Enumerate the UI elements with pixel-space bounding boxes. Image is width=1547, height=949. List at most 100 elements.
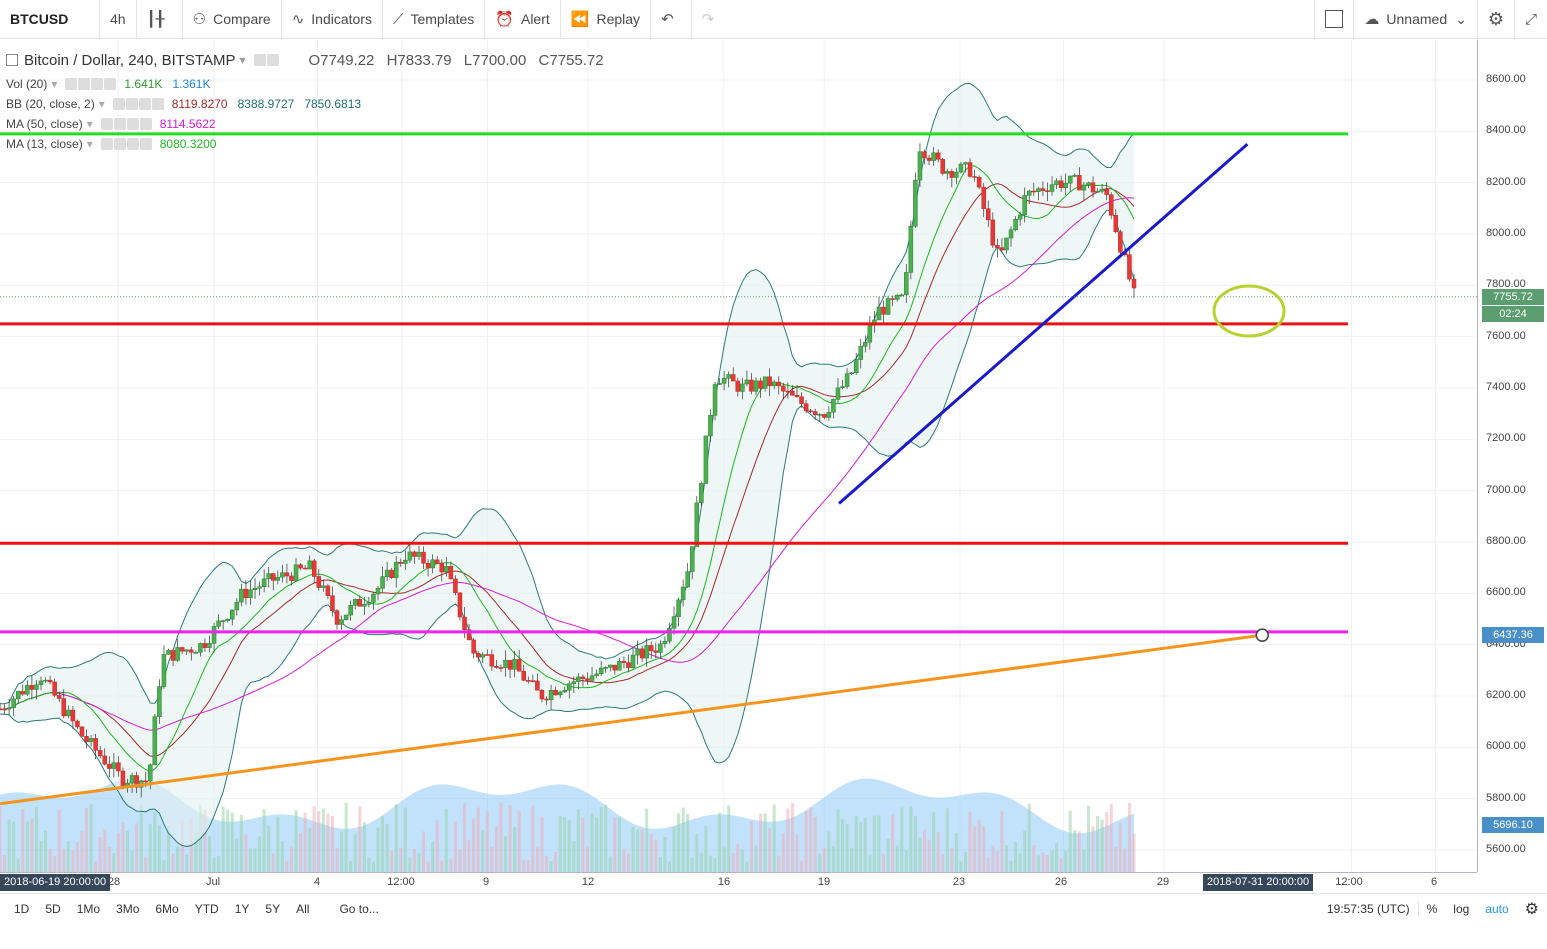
price-label: 7200.00 <box>1486 432 1526 445</box>
volume-bar <box>1100 819 1104 872</box>
candle-body <box>175 647 180 661</box>
volume-bar <box>645 808 649 872</box>
indicator-legend-row[interactable]: BB (20, close, 2) ▾ 8119.8270 8388.9727 7850… <box>6 94 604 114</box>
candle-body <box>844 373 850 387</box>
range-button-3mo[interactable]: 3Mo <box>116 902 140 916</box>
volume-bar <box>367 857 371 872</box>
indicator-controls[interactable] <box>112 98 164 110</box>
candle-body <box>762 376 768 389</box>
candle-body <box>917 151 923 181</box>
candle-body <box>676 599 681 617</box>
range-button-5y[interactable]: 5Y <box>265 902 281 916</box>
indicator-legend-row[interactable]: Vol (20) ▾ 1.641K 1.361K <box>6 74 604 94</box>
volume-bar <box>986 857 990 872</box>
layout-button[interactable]: ☁ Unnamed ⌄ <box>1354 0 1478 38</box>
volume-bar <box>781 832 785 872</box>
time-label: 12 <box>581 876 595 888</box>
candle-body <box>935 152 941 160</box>
candle-body <box>885 298 891 315</box>
auto-toggle[interactable]: auto <box>1485 902 1509 916</box>
utc-clock[interactable]: 19:57:35 (UTC) <box>1319 902 1419 916</box>
range-button-1mo[interactable]: 1Mo <box>76 902 101 916</box>
indicator-dropdown-icon[interactable]: ▾ <box>86 117 93 131</box>
candle-body <box>881 306 886 315</box>
scale-settings-button[interactable]: ⚙ <box>1517 899 1547 919</box>
candle-body <box>548 689 554 700</box>
volume-bar <box>504 836 508 872</box>
goto-button[interactable]: Go to... <box>339 902 379 916</box>
candle-body <box>485 654 490 656</box>
volume-bar <box>371 861 375 872</box>
alert-button[interactable]: ⏰ Alert <box>485 0 561 38</box>
candle-body <box>1040 188 1046 191</box>
candle-body <box>61 698 67 717</box>
legend-dropdown-icon[interactable]: ▾ <box>239 53 246 67</box>
volume-bar <box>289 846 293 872</box>
volume-bar <box>686 813 690 872</box>
indicators-button[interactable]: ∿ Indicators <box>282 0 383 38</box>
volume-bar <box>1086 805 1090 872</box>
candle-body <box>316 576 322 588</box>
replay-button[interactable]: ⏪ Replay <box>561 0 652 38</box>
volume-bar <box>467 839 471 872</box>
candle-body <box>712 384 718 416</box>
candle-body <box>494 665 499 668</box>
chart-type-button[interactable]: ┃╂ <box>137 0 183 38</box>
price-scale[interactable]: 8600.00 8400.00 8200.00 8000.00 7800.00 7600.… <box>1477 40 1547 872</box>
log-toggle[interactable]: log <box>1453 902 1470 916</box>
indicator-dropdown-icon[interactable]: ▾ <box>51 77 58 91</box>
candle-body <box>293 564 299 581</box>
redo-button[interactable]: ↷ <box>692 0 732 38</box>
volume-bar <box>299 833 303 872</box>
collapse-legend-icon[interactable] <box>6 54 18 66</box>
legend-controls[interactable] <box>253 54 279 66</box>
undo-button[interactable]: ↶ <box>651 0 692 38</box>
price-chart[interactable] <box>0 40 1477 872</box>
range-button-6mo[interactable]: 6Mo <box>155 902 179 916</box>
range-button-5d[interactable]: 5D <box>45 902 61 916</box>
indicator-dropdown-icon[interactable]: ▾ <box>86 137 93 151</box>
volume-bar <box>253 848 257 872</box>
candle-body <box>945 171 950 174</box>
candle-body <box>120 770 126 786</box>
candle-body <box>512 659 517 670</box>
compare-button[interactable]: ⚇ Compare <box>183 0 282 38</box>
range-button-1d[interactable]: 1D <box>14 902 30 916</box>
indicator-legend-row[interactable]: MA (13, close) ▾ 8080.3200 <box>6 134 604 154</box>
volume-bar <box>941 853 945 872</box>
indicator-dropdown-icon[interactable]: ▾ <box>98 97 105 111</box>
indicator-controls[interactable] <box>100 118 152 130</box>
volume-bar <box>977 819 981 872</box>
time-scale[interactable]: 28 Jul 4 12:00 9 12 16 19 23 26 29 12:00 6 2018-06-19… <box>0 872 1477 893</box>
templates-button[interactable]: ⟋ Templates <box>383 0 486 38</box>
fullscreen-button[interactable]: ⤢ <box>1515 0 1547 38</box>
percent-toggle[interactable]: % <box>1426 902 1438 916</box>
volume-bar <box>800 860 804 872</box>
settings-button[interactable]: ⚙ <box>1478 0 1515 38</box>
volume-bar <box>85 807 89 872</box>
fullscreen-select-button[interactable] <box>1314 0 1355 38</box>
indicator-controls[interactable] <box>65 78 117 90</box>
range-button-all[interactable]: All <box>296 902 310 916</box>
candle-body <box>198 643 203 653</box>
volume-bar <box>513 827 517 872</box>
volume-bar <box>1041 852 1045 872</box>
candle-body <box>822 414 827 418</box>
interval-button[interactable]: 4h <box>100 0 137 38</box>
range-button-ytd[interactable]: YTD <box>194 902 219 916</box>
volume-bar <box>658 856 662 872</box>
indicator-controls[interactable] <box>100 138 152 150</box>
volume-bar <box>713 858 717 872</box>
volume-bar <box>891 814 895 872</box>
redo-icon: ↷ <box>701 11 715 28</box>
chart-pane[interactable] <box>0 40 1477 872</box>
volume-bar <box>804 810 808 872</box>
volume-bar <box>458 849 462 872</box>
volume-bar <box>631 827 635 872</box>
volume-bar <box>330 815 334 872</box>
indicator-legend-row[interactable]: MA (50, close) ▾ 8114.5622 <box>6 114 604 134</box>
range-button-1y[interactable]: 1Y <box>234 902 250 916</box>
symbol-search[interactable]: BTCUSD <box>0 0 100 38</box>
candle-body <box>375 588 381 595</box>
volume-bar <box>1023 830 1027 872</box>
